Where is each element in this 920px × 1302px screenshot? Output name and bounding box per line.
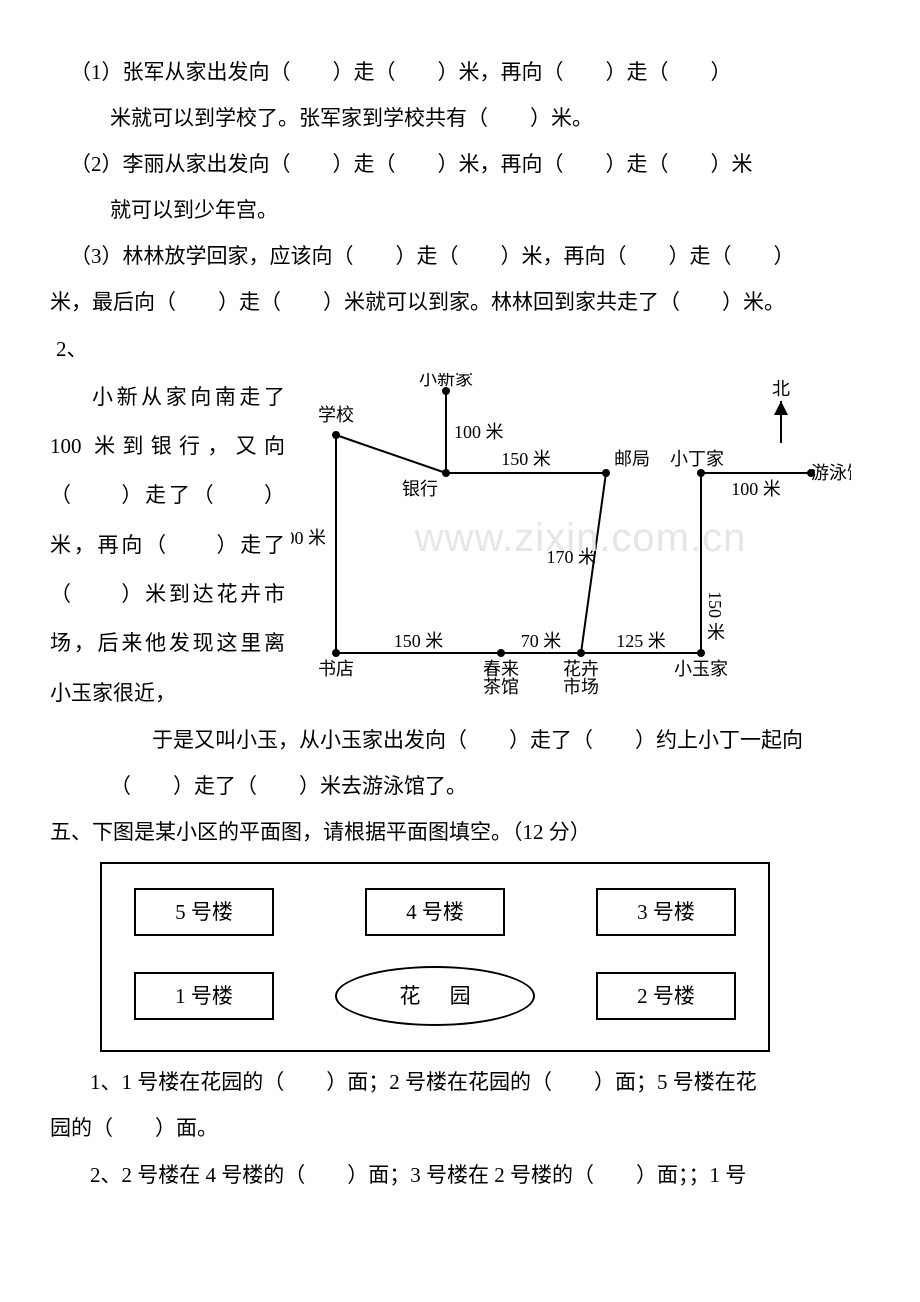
- q2-lb: 100 米到银行，又向: [50, 422, 285, 471]
- q1-3b: 米，最后向（ ）走（ ）米就可以到家。林林回到家共走了（ ）米。: [50, 280, 870, 324]
- q5-1: 1、1 号楼在花园的（ ）面；2 号楼在花园的（ ）面；5 号楼在花: [50, 1060, 870, 1104]
- svg-text:小玉家: 小玉家: [674, 659, 728, 679]
- svg-text:小新家: 小新家: [419, 373, 473, 389]
- q2-lg: 小玉家很近，: [50, 669, 285, 718]
- floor-plan: 5 号楼 4 号楼 3 号楼 1 号楼 花 园 2 号楼: [100, 862, 770, 1052]
- q5-1b: 园的（ ）面。: [50, 1106, 870, 1150]
- svg-text:150 米: 150 米: [501, 449, 551, 469]
- svg-text:70 米: 70 米: [521, 631, 562, 651]
- q1-1a: （1）张军从家出发向（ ）走（ ）米，再向（ ）走（ ）: [50, 50, 870, 94]
- map-wrap: www.zixin.com.cn 学校小新家银行邮局小丁家游泳馆书店春来茶馆花卉…: [291, 373, 870, 703]
- svg-text:200 米: 200 米: [291, 528, 326, 548]
- building-3: 3 号楼: [596, 888, 736, 936]
- building-1: 1 号楼: [134, 972, 274, 1020]
- svg-text:100 米: 100 米: [454, 422, 504, 442]
- building-5: 5 号楼: [134, 888, 274, 936]
- svg-text:小丁家: 小丁家: [670, 449, 724, 469]
- q2-lc: （ ）走了（ ）: [50, 471, 285, 520]
- q2-tail1: 于是又叫小玉，从小玉家出发向（ ）走了（ ）约上小丁一起向: [50, 718, 870, 762]
- q2-le: （ ）米到达花卉市: [50, 570, 285, 619]
- svg-text:北: 北: [772, 379, 790, 399]
- q2-tail2: （ ）走了（ ）米去游泳馆了。: [50, 764, 870, 808]
- map-diagram: 学校 小新家银行 邮局小丁家游泳馆书店 春来茶馆 花卉市场 小玉家 100 米 150 米 10…: [291, 373, 851, 703]
- svg-text:150 米: 150 米: [705, 591, 725, 641]
- q2-ld: 米，再向（ ）走了: [50, 521, 285, 570]
- plan-row-top: 5 号楼 4 号楼 3 号楼: [134, 888, 736, 936]
- svg-text:学校: 学校: [318, 405, 354, 425]
- svg-text:邮局: 邮局: [614, 449, 650, 469]
- svg-text:150 米: 150 米: [394, 631, 444, 651]
- sec5-heading: 五、下图是某小区的平面图，请根据平面图填空。（12 分）: [50, 810, 870, 854]
- q5-2: 2、2 号楼在 4 号楼的（ ）面；3 号楼在 2 号楼的（ ）面；；1 号: [50, 1153, 870, 1197]
- svg-text:春来茶馆: 春来茶馆: [483, 659, 519, 697]
- svg-text:游泳馆: 游泳馆: [811, 463, 851, 483]
- q2-lf: 场，后来他发现这里离: [50, 619, 285, 668]
- svg-text:100 米: 100 米: [731, 479, 781, 499]
- svg-text:170 米: 170 米: [547, 547, 597, 567]
- q1-2a: （2）李丽从家出发向（ ）走（ ）米，再向（ ）走（ ）米: [50, 142, 870, 186]
- svg-text:花卉市场: 花卉市场: [563, 659, 599, 697]
- building-2: 2 号楼: [596, 972, 736, 1020]
- q1-2b: 就可以到少年宫。: [50, 188, 870, 232]
- q2-la: 小新从家向南走了: [50, 373, 285, 422]
- svg-text:书店: 书店: [318, 659, 354, 679]
- q2-num: 2、: [50, 327, 870, 371]
- q2-left-text: 小新从家向南走了 100 米到银行，又向 （ ）走了（ ） 米，再向（ ）走了 …: [50, 373, 285, 718]
- plan-row-bottom: 1 号楼 花 园 2 号楼: [134, 966, 736, 1026]
- svg-text:125 米: 125 米: [616, 631, 666, 651]
- q2-block: 小新从家向南走了 100 米到银行，又向 （ ）走了（ ） 米，再向（ ）走了 …: [50, 373, 870, 718]
- svg-text:银行: 银行: [402, 479, 438, 499]
- garden: 花 园: [335, 966, 535, 1026]
- q1-1b: 米就可以到学校了。张军家到学校共有（ ）米。: [50, 96, 870, 140]
- building-4: 4 号楼: [365, 888, 505, 936]
- q1-3a: （3）林林放学回家，应该向（ ）走（ ）米，再向（ ）走（ ）: [50, 234, 870, 278]
